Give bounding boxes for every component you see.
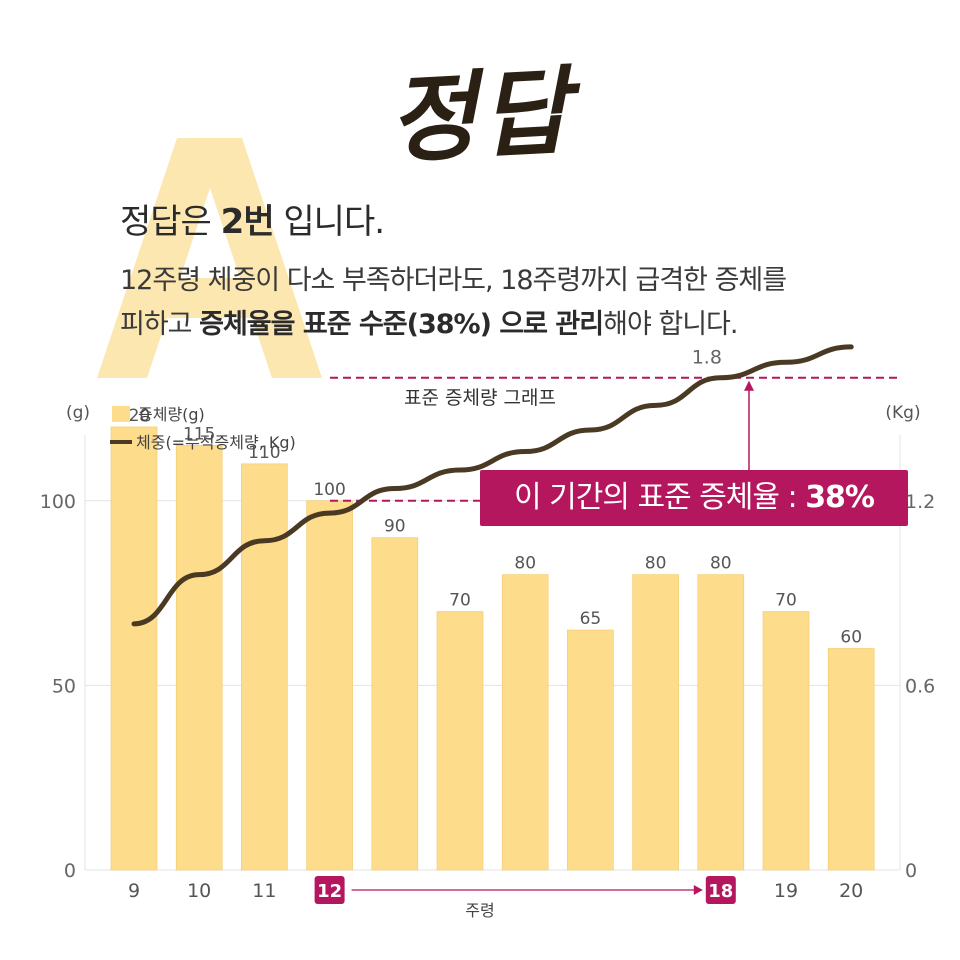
x-tick-label: 11 [252,880,276,902]
description-line-1: 12주령 체중이 다소 부족하더라도, 18주령까지 급격한 증체를 [120,265,787,296]
bar-value-label: 110 [248,443,280,463]
bar [632,574,679,871]
desc-prefix: 피하고 [120,309,200,340]
bar-value-label: 100 [313,480,345,500]
range-arrow-head-top [744,380,754,391]
weight-line [131,344,854,627]
description-line-2: 피하고 증체율을 표준 수준(38%) 으로 관리해야 합니다. [120,302,738,341]
x-tick-label-highlighted: 12 [317,881,342,902]
right-axis-unit: (Kg) [885,403,920,423]
x-tick-label-highlighted: 18 [708,881,733,902]
period-arrow-head [693,885,703,895]
x-tick-label: 19 [774,880,798,902]
bar [436,611,484,871]
right-tick-label: 0.6 [905,675,935,697]
answer-number: 2번 [220,202,275,242]
legend-bar-swatch [112,406,130,422]
letter-a-watermark [97,138,322,378]
legend-line-label: 체중(=누적증체량, Kg) [136,433,296,452]
bar-value-label: 80 [514,554,536,574]
bar-value-label: 80 [710,554,732,574]
x-tick-label: 10 [187,880,211,902]
right-tick-label: 1.2 [905,491,935,513]
callout-label: 이 기간의 표준 증체율 : [513,480,806,515]
legend-bar-label: 증체량(g) [138,405,205,424]
bar [567,629,614,871]
chart-title: 표준 증체량 그래프 [404,387,556,409]
bar-value-label: 60 [840,627,862,647]
bar-value-label: 80 [645,554,667,574]
bar [241,463,288,871]
bar [306,500,353,871]
highlighted-category-badge [314,876,345,904]
bar [697,574,745,871]
x-tick-label: 20 [839,880,863,902]
highlighted-category-badge [705,876,736,904]
left-tick-label: 50 [52,675,76,697]
bar [762,611,810,871]
gain-rate-callout: 이 기간의 표준 증체율 : 38% [480,470,908,526]
bar [371,537,419,871]
line-annotation-label: 1.8 [692,347,722,369]
left-tick-label: 0 [64,860,76,882]
bar-value-label: 70 [775,591,797,611]
x-tick-label: 9 [128,880,140,902]
answer-suffix: 입니다. [273,202,385,242]
bar [110,426,158,871]
desc-suffix: 해야 합니다. [603,309,738,340]
left-tick-label: 100 [40,491,76,513]
callout-value: 38% [805,480,875,515]
answer-statement: 정답은 2번 입니다. [120,194,385,243]
bar-value-label: 70 [449,591,471,611]
bar-value-label: 65 [580,609,602,629]
bar [501,574,549,871]
left-axis-unit: (g) [66,403,90,423]
bar-value-label: 115 [183,424,215,444]
bar-value-label: 90 [384,517,406,537]
answer-prefix: 정답은 [120,202,221,242]
bar [827,648,875,871]
desc-bold: 증체율을 표준 수준(38%) 으로 관리 [199,309,604,340]
x-axis-label: 주령 [465,901,494,920]
right-tick-label: 0 [905,860,917,882]
bar [175,445,223,871]
